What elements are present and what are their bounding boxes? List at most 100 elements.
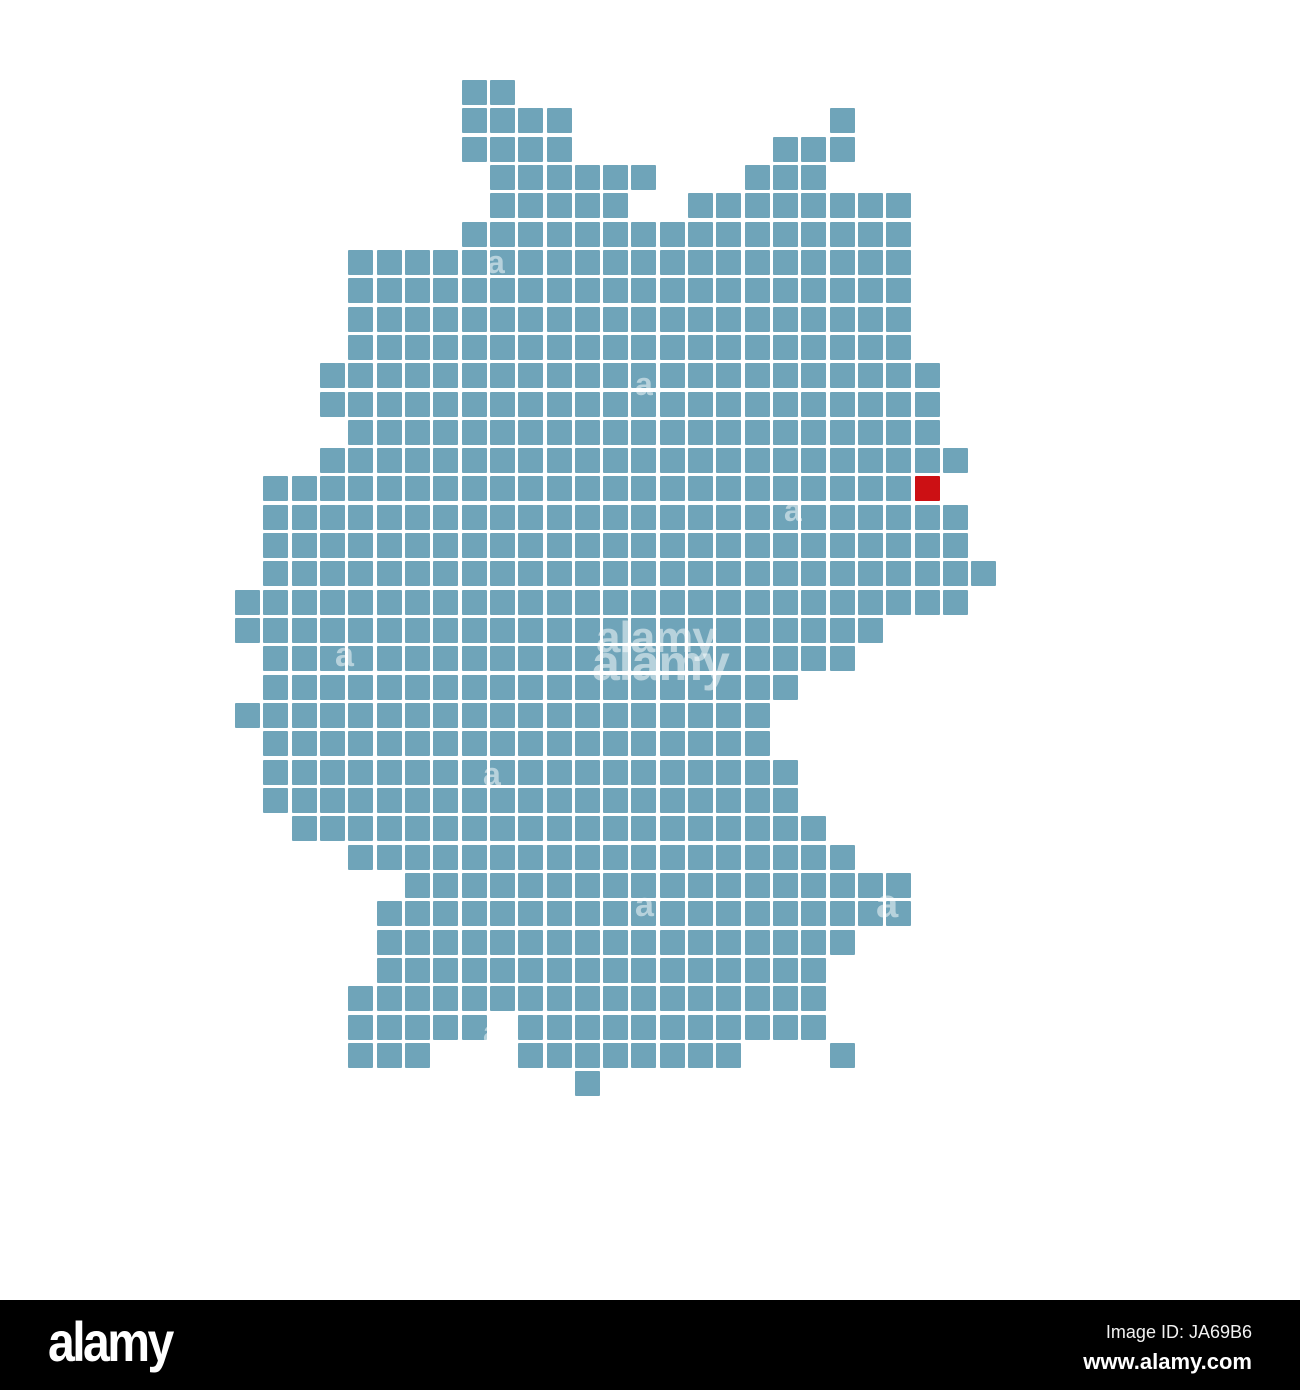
map-pixel — [348, 1042, 374, 1068]
map-pixel — [376, 448, 402, 474]
map-pixel — [858, 419, 884, 445]
map-pixel — [235, 618, 260, 644]
map-pixel — [319, 589, 345, 615]
map-pixel — [574, 278, 600, 304]
map-pixel — [546, 448, 572, 474]
map-pixel — [546, 136, 572, 162]
map-pixel — [603, 278, 629, 304]
map-pixel — [858, 872, 884, 898]
map-pixel — [574, 816, 600, 842]
map-pixel — [716, 1014, 742, 1040]
map-pixel — [773, 164, 799, 190]
map-pixel — [801, 306, 827, 332]
map-pixel — [688, 901, 714, 927]
map-pixel — [574, 419, 600, 445]
map-pixel — [489, 703, 515, 729]
map-pixel — [659, 589, 685, 615]
map-pixel — [546, 816, 572, 842]
map-pixel — [376, 731, 402, 757]
map-pixel — [461, 646, 487, 672]
map-pixel — [404, 986, 430, 1012]
map-pixel — [546, 589, 572, 615]
map-pixel — [716, 618, 742, 644]
alamy-url-text: www.alamy.com — [1083, 1349, 1252, 1374]
map-pixel — [858, 901, 884, 927]
map-pixel — [574, 306, 600, 332]
map-pixel — [886, 278, 912, 304]
map-pixel — [489, 788, 515, 813]
map-pixel — [631, 306, 657, 332]
map-pixel — [461, 957, 487, 983]
map-pixel — [659, 278, 685, 304]
map-pixel — [631, 278, 657, 304]
map-pixel — [858, 504, 884, 530]
map-pixel — [688, 278, 714, 304]
map-pixel — [319, 391, 345, 417]
map-pixel — [433, 618, 459, 644]
map-pixel — [688, 844, 714, 870]
map-pixel — [319, 816, 345, 842]
map-pixel — [801, 363, 827, 389]
map-pixel — [716, 448, 742, 474]
map-pixel — [801, 986, 827, 1012]
map-pixel — [348, 844, 374, 870]
map-pixel — [348, 504, 374, 530]
map-pixel — [716, 249, 742, 275]
map-pixel — [546, 788, 572, 813]
map-pixel — [489, 872, 515, 898]
map-pixel — [744, 363, 770, 389]
map-pixel — [603, 929, 629, 955]
map-pixel — [858, 249, 884, 275]
map-pixel — [603, 221, 629, 247]
map-pixel — [716, 646, 742, 672]
map-pixel — [546, 504, 572, 530]
map-pixel — [688, 193, 714, 219]
map-pixel — [716, 363, 742, 389]
map-pixel — [574, 334, 600, 360]
map-pixel — [659, 561, 685, 587]
map-pixel — [489, 448, 515, 474]
map-pixel — [433, 929, 459, 955]
map-pixel — [348, 561, 374, 587]
map-pixel — [659, 504, 685, 530]
map-pixel — [461, 1014, 487, 1040]
map-pixel — [631, 986, 657, 1012]
map-pixel — [461, 419, 487, 445]
map-pixel — [546, 221, 572, 247]
map-pixel — [404, 788, 430, 813]
map-pixel — [574, 957, 600, 983]
map-pixel — [829, 533, 855, 559]
map-pixel — [319, 788, 345, 813]
map-pixel — [319, 618, 345, 644]
map-pixel — [688, 391, 714, 417]
map-pixel — [744, 306, 770, 332]
map-pixel — [461, 816, 487, 842]
map-pixel — [319, 561, 345, 587]
map-pixel — [631, 589, 657, 615]
map-pixel — [574, 164, 600, 190]
map-pixel — [546, 703, 572, 729]
map-pixel — [574, 193, 600, 219]
map-pixel — [235, 589, 260, 615]
map-pixel — [801, 844, 827, 870]
map-pixel — [716, 561, 742, 587]
map-pixel — [348, 703, 374, 729]
map-pixel — [489, 306, 515, 332]
map-pixel — [546, 419, 572, 445]
map-pixel — [801, 901, 827, 927]
map-pixel — [773, 929, 799, 955]
map-pixel — [773, 504, 799, 530]
map-pixel — [574, 1042, 600, 1068]
map-pixel — [376, 703, 402, 729]
map-pixel — [801, 533, 827, 559]
map-pixel — [433, 249, 459, 275]
map-pixel — [376, 278, 402, 304]
map-pixel — [716, 334, 742, 360]
map-pixel — [801, 929, 827, 955]
map-pixel — [773, 788, 799, 813]
map-pixel — [603, 1014, 629, 1040]
map-pixel — [546, 391, 572, 417]
map-pixel — [858, 448, 884, 474]
map-pixel — [971, 561, 997, 587]
map-pixel — [319, 476, 345, 502]
